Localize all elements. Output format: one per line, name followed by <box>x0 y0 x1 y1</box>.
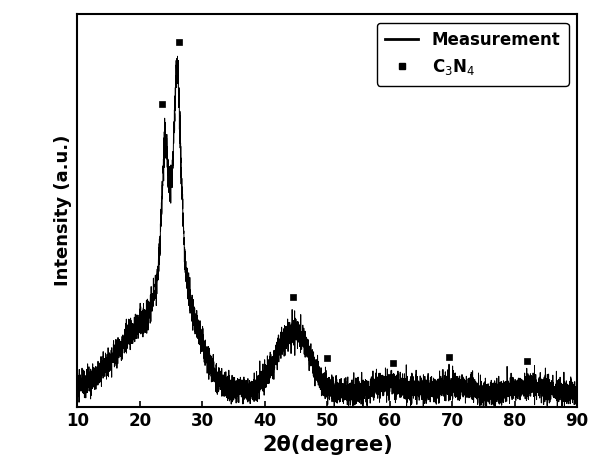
Y-axis label: Intensity (a.u.): Intensity (a.u.) <box>54 135 72 286</box>
X-axis label: 2θ(degree): 2θ(degree) <box>262 435 393 455</box>
Legend: Measurement, C$_3$N$_4$: Measurement, C$_3$N$_4$ <box>377 23 569 86</box>
